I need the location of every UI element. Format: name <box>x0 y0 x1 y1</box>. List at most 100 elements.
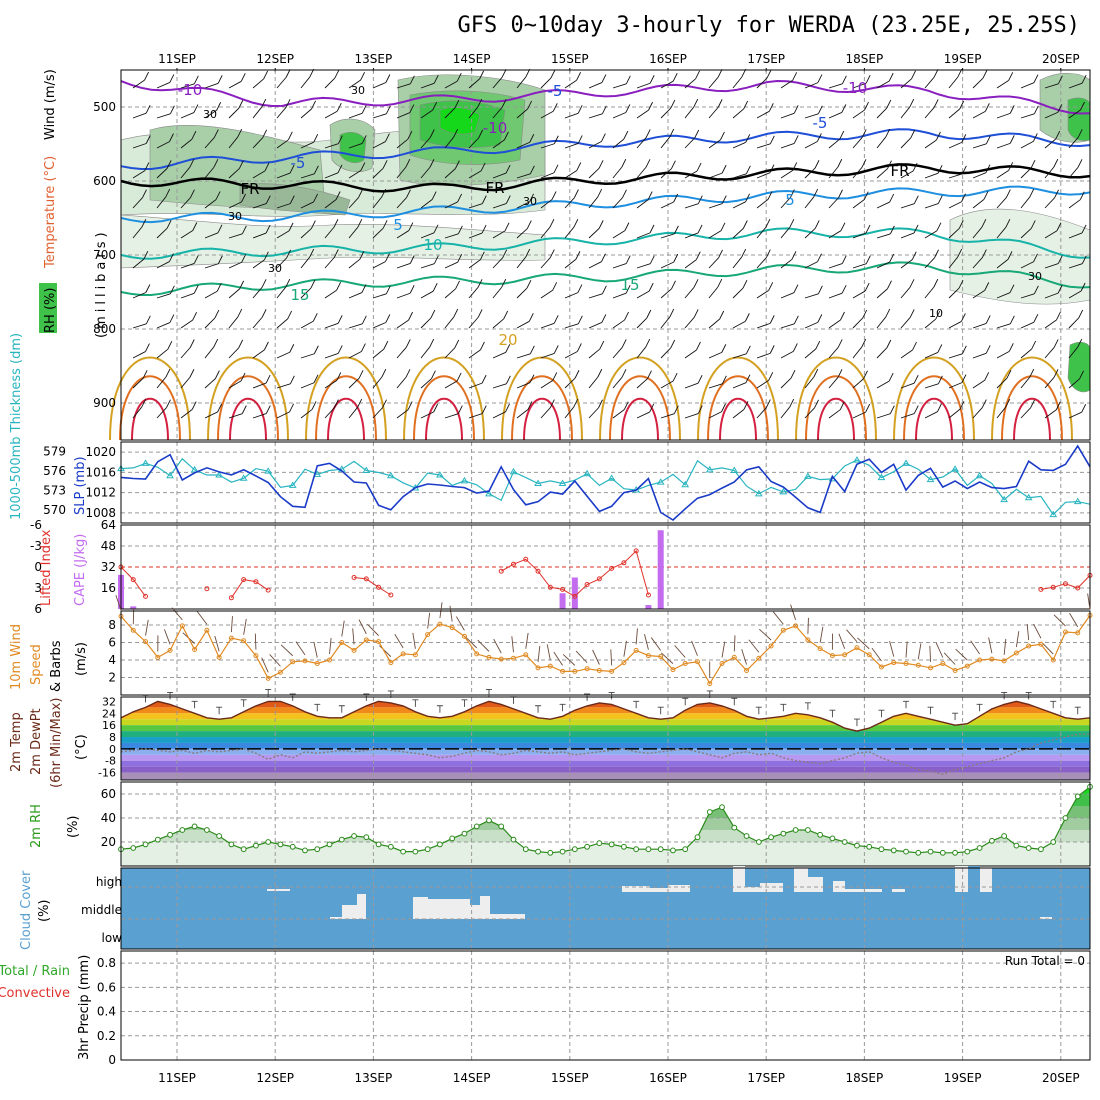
wind-barb-flag <box>361 284 367 293</box>
wind-barb <box>492 139 505 149</box>
cape-bar <box>645 605 652 609</box>
wind-label-2: Speed <box>29 644 44 685</box>
wind-barb <box>1020 167 1032 179</box>
wind10m-barb <box>575 650 588 664</box>
wind-barb <box>684 317 695 329</box>
wind-barb <box>588 261 602 269</box>
wind-barb <box>612 409 625 419</box>
wind-barb <box>252 382 267 389</box>
wind-barb <box>588 167 600 179</box>
wind-barb-flag <box>145 315 151 325</box>
wind-barb <box>228 233 243 239</box>
wind-barb-flag <box>141 398 147 408</box>
wind-barb-flag <box>1008 72 1014 81</box>
wind-barb <box>804 196 815 209</box>
wind-barb <box>900 287 911 299</box>
wind10m-marker <box>241 638 247 644</box>
wind-barb-flag <box>481 224 487 234</box>
rh2m-marker <box>768 834 774 841</box>
wind-barb-flag <box>501 278 507 288</box>
date-tick-label: 16SEP <box>649 1071 687 1085</box>
wind-barb <box>660 201 674 209</box>
wind10m-marker <box>731 654 737 660</box>
wind-barb-flag <box>311 100 316 110</box>
wind-barb <box>300 173 315 179</box>
wind-barb <box>996 259 1009 269</box>
wind10m-barb <box>871 647 882 662</box>
wind-barb <box>276 77 287 89</box>
wind-barb <box>420 199 433 209</box>
wind-barb-flag <box>265 224 271 234</box>
lifted-index-line <box>354 577 392 596</box>
rh2m-marker <box>1038 846 1044 853</box>
lifted-index-marker <box>130 577 136 583</box>
temp2m-line <box>120 700 1091 732</box>
wind-barb-flag <box>552 282 558 291</box>
wind10m-barb <box>449 605 453 622</box>
rh2m-marker <box>326 841 333 848</box>
wind-barb <box>756 407 767 419</box>
temperature-label: Temperature (°C) <box>43 156 58 269</box>
rh-shade <box>239 183 351 216</box>
temperature-contour-warm <box>719 397 757 441</box>
wind10m-barb <box>115 594 122 611</box>
cloud-block <box>808 877 823 892</box>
wind10m-marker <box>449 625 455 631</box>
wind10m-barb <box>741 649 747 665</box>
wind-barb <box>1068 82 1083 89</box>
cloud-block <box>413 897 428 919</box>
wind-barb-flag <box>289 164 295 174</box>
precip-tick-label: 0.6 <box>97 980 116 994</box>
wind-barb-flag <box>865 403 871 413</box>
wind-barb <box>780 170 794 179</box>
temperature-contour-warm <box>403 356 485 441</box>
thickness-line <box>120 457 1091 516</box>
thickness-marker <box>607 474 616 481</box>
wind-barb <box>972 77 984 89</box>
rh-shade <box>339 131 367 164</box>
wind-barb-flag <box>981 399 987 408</box>
wind-barb-flag <box>841 104 847 113</box>
wind-barb <box>708 203 723 209</box>
temperature-contour-15 <box>120 261 1091 296</box>
wind10m-marker <box>805 637 811 643</box>
pressure-tick-label: 600 <box>93 174 116 188</box>
wind-barb-flag <box>265 405 271 414</box>
wind-barb <box>564 323 579 329</box>
wind-barb <box>852 232 867 239</box>
wind-barb <box>588 228 600 239</box>
temp-band <box>121 748 1090 755</box>
wind-barb-flag <box>408 222 414 231</box>
wind-barb <box>876 233 891 239</box>
wind-barb-flag <box>1057 255 1063 264</box>
wind-barb-flag <box>670 99 676 109</box>
wind10m-marker <box>609 668 615 674</box>
lifted-index-marker <box>228 595 234 601</box>
wind-barb-flag <box>145 343 150 352</box>
wind10m-barb <box>623 640 627 657</box>
cloud-block <box>955 866 968 892</box>
wind-barb <box>468 137 479 149</box>
lifted-index-marker <box>351 575 357 580</box>
date-tick-label: 15SEP <box>551 52 589 66</box>
wind10m-barb <box>929 645 931 662</box>
wind-barb <box>948 173 963 179</box>
wind-barb <box>324 257 335 269</box>
wind10m-marker <box>658 654 664 659</box>
wind-barb <box>252 232 267 239</box>
wind-barb <box>612 197 623 209</box>
wind10m-barb <box>819 626 824 643</box>
wind-barb-flag <box>933 69 939 78</box>
wind-barb <box>300 353 315 359</box>
wind-barb-flag <box>456 73 462 82</box>
thickness-marker <box>926 475 935 483</box>
wind-barb <box>1044 83 1059 89</box>
rh2m-marker <box>277 841 284 848</box>
wind-barb <box>156 82 171 89</box>
wind-barb-flag <box>385 314 391 323</box>
wind-barb <box>276 286 287 299</box>
precip-panel-labels: Total / Rain Convective 3hr Precip (mm) … <box>0 954 1085 1060</box>
wind10m-marker <box>523 652 529 658</box>
wind-barb <box>660 413 675 419</box>
